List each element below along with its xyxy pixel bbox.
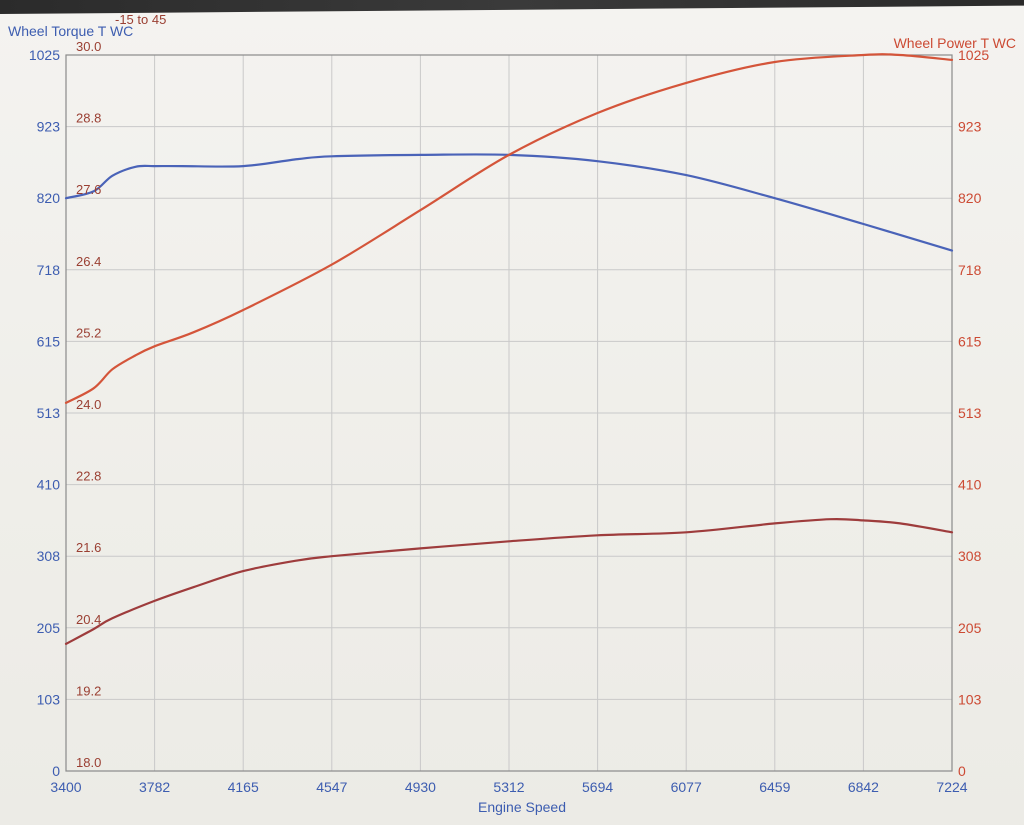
- left-tick-label: 718: [37, 262, 61, 278]
- right-tick-label: 308: [958, 548, 982, 564]
- right-tick-label: 923: [958, 119, 982, 135]
- x-tick-label: 4930: [405, 779, 436, 795]
- right-tick-label: 513: [958, 405, 982, 421]
- left-tick-label: 308: [37, 548, 61, 564]
- inner-tick-label: 20.4: [76, 612, 101, 627]
- x-tick-label: 4547: [316, 779, 347, 795]
- inner-tick-label: 22.8: [76, 469, 101, 484]
- left-tick-label: 513: [37, 405, 61, 421]
- right-tick-label: 1025: [958, 47, 989, 63]
- wheel-power-line: [64, 53, 954, 404]
- inner-axis-range-label: -15 to 45: [115, 12, 166, 27]
- grid: [66, 55, 952, 771]
- x-tick-label: 3782: [139, 779, 170, 795]
- left-tick-label: 1025: [29, 47, 60, 63]
- x-tick-label: 4165: [228, 779, 259, 795]
- x-tick-label: 5312: [493, 779, 524, 795]
- wheel-torque-line: [64, 153, 954, 252]
- x-tick-label: 3400: [50, 779, 81, 795]
- inner-tick-label: 18.0: [76, 755, 101, 770]
- x-axis-title: Engine Speed: [478, 799, 566, 815]
- tick-labels: 3400 3782 4165 4547 4930 5312 5694 6077 6459 6842…: [29, 39, 990, 795]
- right-tick-label: 410: [958, 477, 982, 493]
- x-tick-label: 6077: [671, 779, 702, 795]
- inner-tick-label: 30.0: [76, 39, 101, 54]
- right-tick-label: 103: [958, 691, 982, 707]
- left-tick-label: 410: [37, 477, 61, 493]
- left-tick-label: 615: [37, 333, 61, 349]
- left-tick-label: 820: [37, 190, 61, 206]
- right-tick-label: 0: [958, 763, 966, 779]
- x-tick-label: 5694: [582, 779, 613, 795]
- x-tick-label: 6842: [848, 779, 879, 795]
- x-tick-label: 7224: [936, 779, 967, 795]
- right-tick-label: 718: [958, 262, 982, 278]
- left-tick-label: 923: [37, 119, 61, 135]
- right-tick-label: 820: [958, 190, 982, 206]
- inner-scale-line: [64, 517, 954, 645]
- left-tick-label: 205: [37, 620, 61, 636]
- inner-tick-label: 27.6: [76, 182, 101, 197]
- inner-tick-label: 25.2: [76, 325, 101, 340]
- left-tick-label: 0: [52, 763, 60, 779]
- plot-frame: [65, 54, 953, 772]
- inner-tick-label: 28.8: [76, 111, 101, 126]
- left-tick-label: 103: [37, 691, 61, 707]
- inner-tick-label: 21.6: [76, 540, 101, 555]
- right-tick-label: 615: [958, 333, 982, 349]
- left-axis-title: Wheel Torque T WC: [8, 23, 133, 39]
- series-layer: [64, 53, 954, 645]
- right-tick-label: 205: [958, 620, 982, 636]
- x-tick-label: 6459: [759, 779, 790, 795]
- inner-tick-label: 24.0: [76, 397, 101, 412]
- inner-tick-label: 19.2: [76, 683, 101, 698]
- inner-tick-label: 26.4: [76, 254, 101, 269]
- right-axis-title: Wheel Power T WC: [894, 35, 1016, 51]
